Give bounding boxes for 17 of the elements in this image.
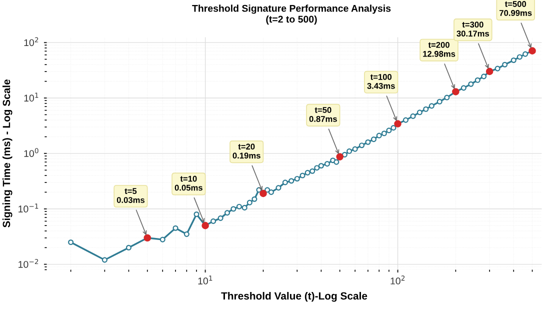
chart-title: Threshold Signature Performance Analysis bbox=[192, 4, 391, 14]
annotation: t=20 0.19ms bbox=[232, 144, 260, 159]
y-tick-label: 10$^{0}$ bbox=[24, 148, 38, 157]
y-axis-title: Signing Time (ms) - Log Scale bbox=[2, 80, 12, 228]
annotation: t=5 0.03ms bbox=[116, 188, 144, 203]
annotation: t=50 0.87ms bbox=[309, 107, 337, 122]
y-tick-label: 10$^{−1}$ bbox=[18, 204, 38, 212]
annotation: t=10 0.05ms bbox=[174, 176, 202, 191]
annotation: t=500 70.99ms bbox=[500, 1, 532, 16]
annotation: t=100 3.43ms bbox=[367, 74, 395, 89]
annotation: t=200 12.98ms bbox=[423, 42, 456, 57]
y-tick-label: 10$^{2}$ bbox=[24, 37, 38, 46]
x-axis-title: Threshold Value (t)-Log Scale bbox=[221, 292, 368, 302]
y-tick-label: 10$^{1}$ bbox=[24, 92, 38, 102]
y-tick-label: 10$^{−2}$ bbox=[18, 259, 38, 268]
annotation: t=300 30.17ms bbox=[456, 22, 490, 37]
chart-subtitle: (t=2 to 500) bbox=[266, 16, 317, 25]
